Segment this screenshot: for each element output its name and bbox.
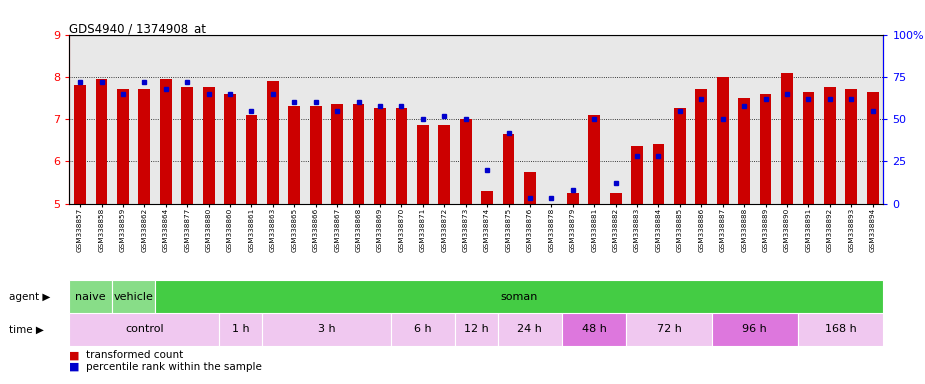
Bar — [797, 313, 883, 346]
Text: time ▶: time ▶ — [9, 324, 44, 334]
Bar — [310, 106, 322, 204]
Bar — [331, 104, 343, 204]
Bar — [139, 89, 150, 204]
Text: 24 h: 24 h — [517, 324, 542, 334]
Bar — [712, 313, 797, 346]
Bar — [738, 98, 750, 204]
Bar — [224, 94, 236, 204]
Text: 6 h: 6 h — [414, 324, 432, 334]
Bar — [481, 191, 493, 204]
Text: naive: naive — [76, 291, 106, 302]
Text: ■: ■ — [69, 362, 80, 372]
Text: 12 h: 12 h — [464, 324, 488, 334]
Bar — [69, 313, 219, 346]
Text: 168 h: 168 h — [825, 324, 857, 334]
Text: 48 h: 48 h — [582, 324, 607, 334]
Bar — [352, 104, 364, 204]
Bar — [455, 313, 498, 346]
Bar — [262, 313, 390, 346]
Bar — [781, 73, 793, 204]
Text: GDS4940 / 1374908_at: GDS4940 / 1374908_at — [69, 22, 206, 35]
Text: transformed count: transformed count — [86, 350, 183, 360]
Bar — [74, 85, 86, 204]
Bar — [289, 106, 301, 204]
Bar — [160, 79, 172, 204]
Bar — [652, 144, 664, 204]
Text: 96 h: 96 h — [743, 324, 767, 334]
Text: ■: ■ — [69, 350, 80, 360]
Text: agent ▶: agent ▶ — [9, 291, 51, 302]
Bar — [267, 81, 278, 204]
Bar — [203, 88, 215, 204]
Bar — [498, 313, 562, 346]
Text: control: control — [125, 324, 164, 334]
Bar — [824, 88, 835, 204]
Bar — [867, 92, 879, 204]
Bar — [717, 77, 729, 204]
Bar — [567, 193, 579, 204]
Bar — [460, 119, 472, 204]
Bar — [696, 89, 708, 204]
Text: percentile rank within the sample: percentile rank within the sample — [86, 362, 262, 372]
Bar — [626, 313, 712, 346]
Bar — [610, 193, 622, 204]
Bar — [845, 89, 857, 204]
Bar — [524, 172, 536, 204]
Bar — [396, 109, 407, 204]
Text: 72 h: 72 h — [657, 324, 682, 334]
Text: 3 h: 3 h — [317, 324, 335, 334]
Text: vehicle: vehicle — [114, 291, 154, 302]
Bar — [759, 94, 771, 204]
Bar — [502, 134, 514, 204]
Bar — [803, 92, 814, 204]
Bar — [417, 126, 428, 204]
Bar — [438, 126, 450, 204]
Bar — [112, 280, 155, 313]
Bar — [95, 79, 107, 204]
Bar — [390, 313, 455, 346]
Bar — [245, 115, 257, 204]
Bar — [631, 147, 643, 204]
Bar — [117, 89, 129, 204]
Text: 1 h: 1 h — [232, 324, 250, 334]
Bar — [562, 313, 626, 346]
Bar — [219, 313, 262, 346]
Bar — [374, 109, 386, 204]
Bar — [588, 115, 600, 204]
Text: soman: soman — [500, 291, 538, 302]
Bar — [69, 280, 112, 313]
Bar — [674, 109, 685, 204]
Bar — [181, 88, 193, 204]
Bar — [155, 280, 883, 313]
